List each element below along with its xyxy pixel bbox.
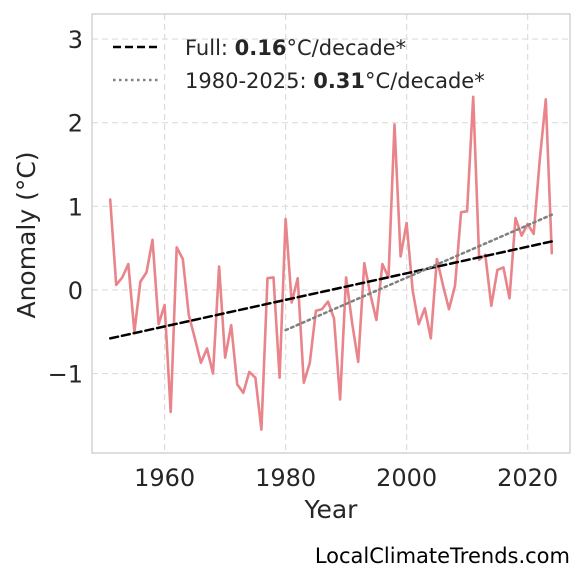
y-tick-label: 1	[68, 193, 83, 221]
grid	[92, 14, 570, 453]
legend-recent-prefix: 1980-2025:	[185, 69, 313, 93]
legend-recent-value: 0.31	[313, 69, 365, 93]
y-tick-label: 0	[68, 277, 83, 305]
x-tick-label: 1960	[134, 464, 195, 492]
x-tick-label: 1980	[255, 464, 316, 492]
plot-frame	[91, 13, 571, 454]
y-tick-label: −1	[48, 361, 83, 389]
y-tick-label: 2	[68, 110, 83, 138]
series-layer	[108, 95, 554, 431]
legend-entry-full: Full: 0.16°C/decade*	[185, 36, 406, 60]
legend-recent-suffix: °C/decade*	[365, 69, 485, 93]
anomaly-line	[108, 95, 554, 431]
trend-line-full	[108, 240, 554, 340]
y-axis-label: Anomaly (°C)	[12, 151, 41, 318]
legend: Full: 0.16°C/decade* 1980-2025: 0.31°C/d…	[113, 36, 485, 93]
legend-entry-recent: 1980-2025: 0.31°C/decade*	[185, 69, 485, 93]
x-tick-label: 2020	[497, 464, 558, 492]
legend-full-prefix: Full:	[185, 36, 235, 60]
trend-line-recent	[284, 213, 554, 332]
legend-full-value: 0.16	[235, 36, 287, 60]
x-tick-label: 2000	[376, 464, 437, 492]
watermark: LocalClimateTrends.com	[314, 544, 570, 568]
legend-full-suffix: °C/decade*	[287, 36, 407, 60]
tick-labels: 1960 1980 2000 2020 −1 0 1 2 3	[48, 26, 559, 492]
y-tick-label: 3	[68, 26, 83, 54]
x-axis-label: Year	[304, 495, 359, 524]
